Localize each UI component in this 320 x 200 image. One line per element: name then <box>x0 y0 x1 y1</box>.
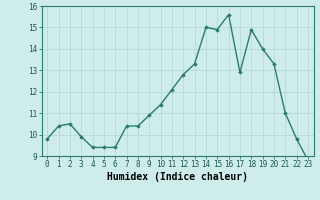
X-axis label: Humidex (Indice chaleur): Humidex (Indice chaleur) <box>107 172 248 182</box>
